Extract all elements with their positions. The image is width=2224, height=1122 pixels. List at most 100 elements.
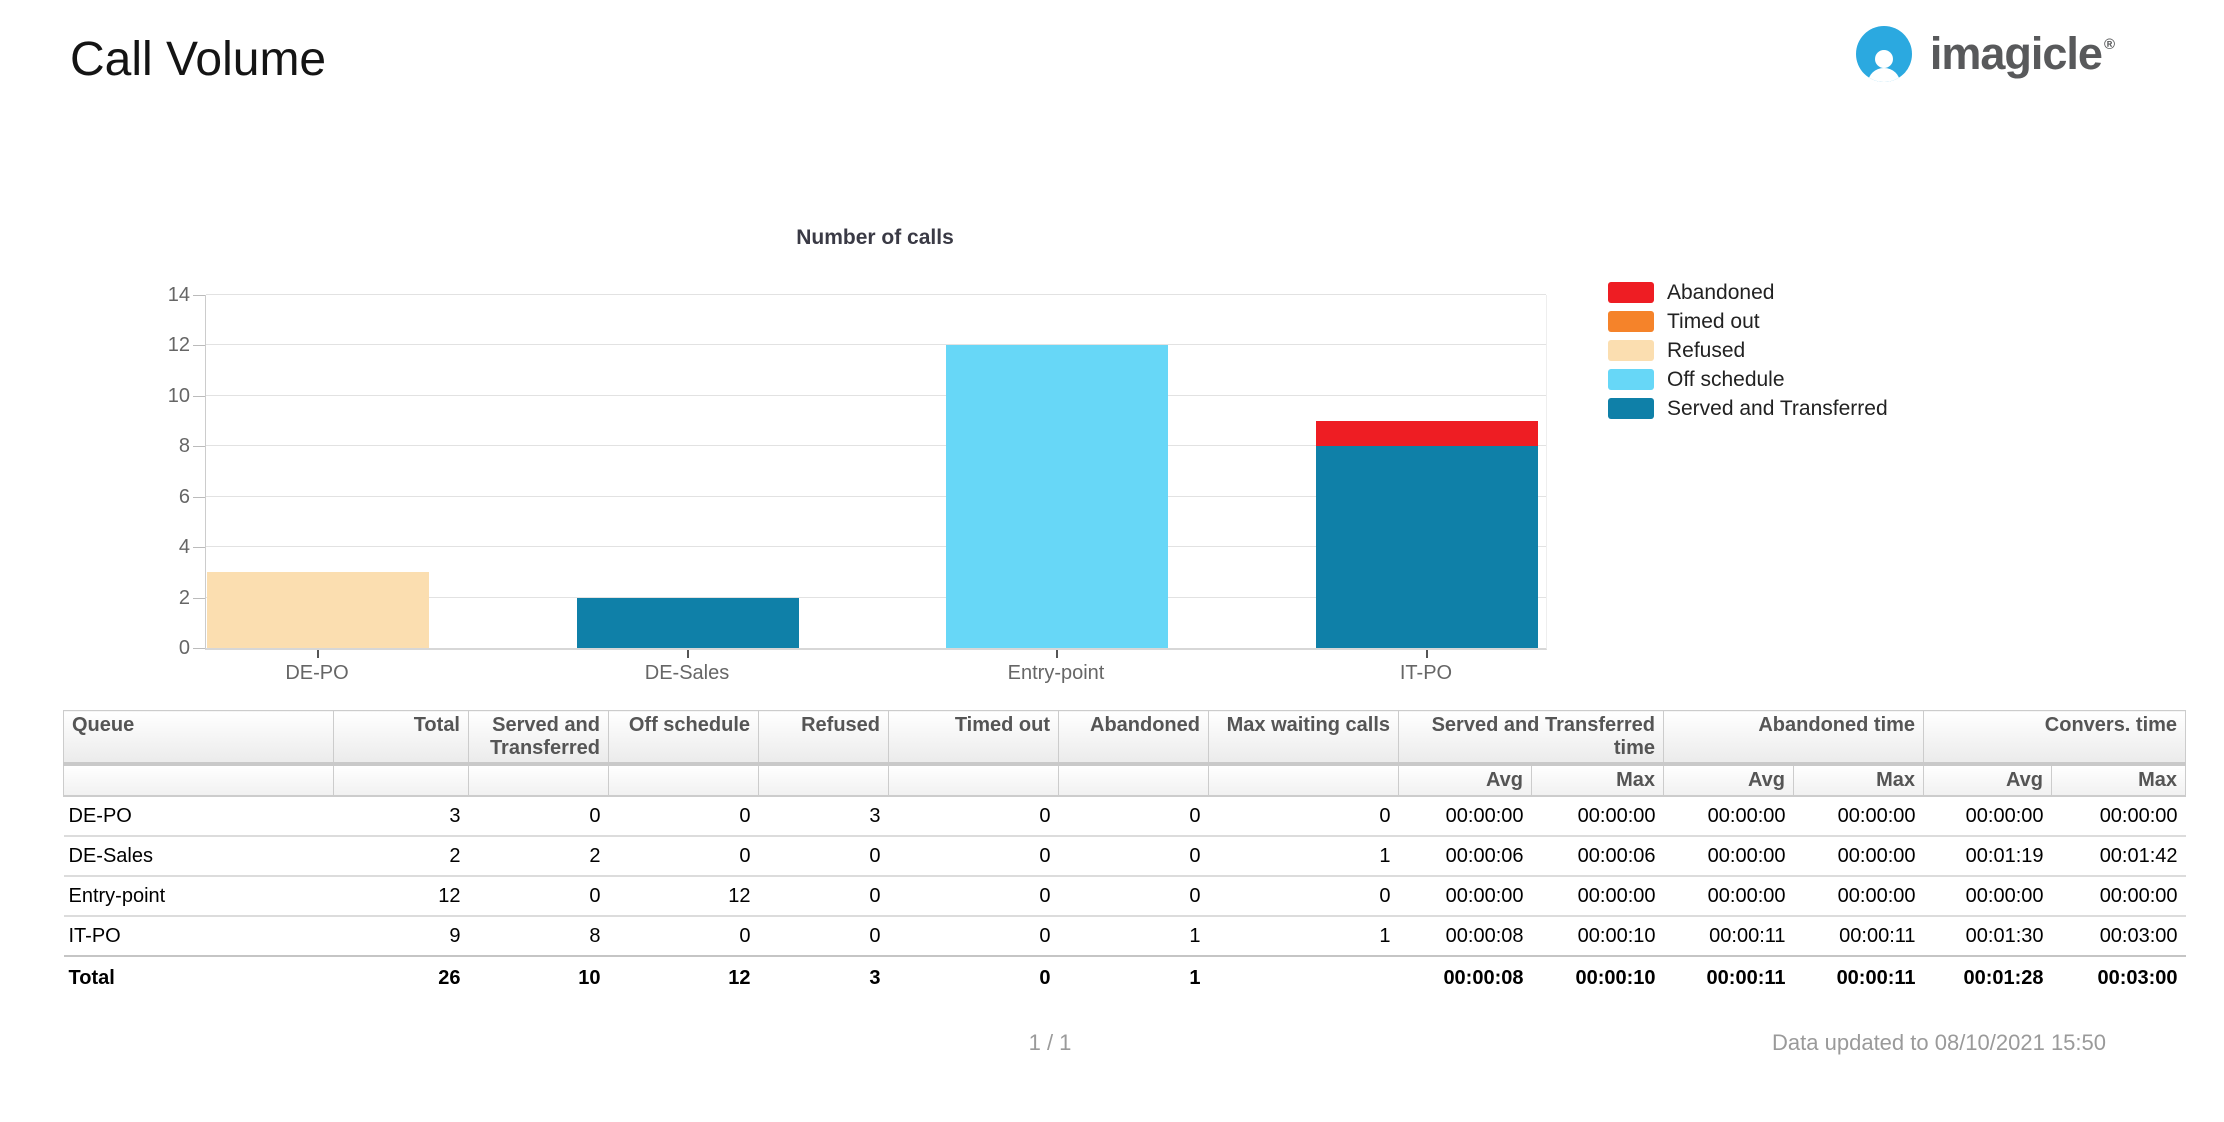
value-cell: 00:00:00 [1663,835,1794,876]
number-of-calls-chart: Number of calls 0 2 4 6 8 10 12 14 DE-PO DE-Sale… [167,226,1888,684]
value-cell: 0 [758,875,889,916]
col-group-served-time: Served and Transferred time [1397,710,1665,766]
value-cell: 00:00:00 [1663,796,1794,836]
value-cell: 00:01:30 [1923,915,2052,956]
y-tick-mark [193,295,205,296]
value-cell: 0 [1208,796,1399,836]
gridline [206,344,1546,346]
y-tick-label: 0 [178,637,190,659]
plot-area [205,294,1547,650]
value-cell: 00:00:00 [2051,875,2186,916]
table-header-row: Queue Total Served and Transferred Off s… [63,710,2187,766]
value-cell: 3 [333,796,469,836]
value-cell: 26 [333,955,469,999]
imagicle-person-icon [1855,26,1912,82]
value-cell: 00:00:00 [1923,875,2052,916]
legend-item: Off schedule [1608,368,1888,391]
bar-it-po-served-and-transferred [1316,446,1538,648]
value-cell: 00:00:00 [1398,875,1532,916]
y-tick-label: 2 [178,586,190,609]
col-served: Served and Transferred [468,710,609,766]
legend-item: Abandoned [1608,281,1888,304]
value-cell: 00:01:42 [2051,835,2186,876]
x-tick-mark [317,650,319,658]
value-cell: 00:01:28 [1923,955,2052,999]
value-cell: 1 [1058,915,1209,956]
table-total-row: Total 26 10 12 3 0 1 00:00:08 00:00:10 00:00:11 00… [63,955,2186,999]
value-cell: 00:00:10 [1531,955,1664,999]
value-cell: 0 [888,915,1059,956]
col-group-abandoned-time: Abandoned time [1663,710,1925,766]
y-tick-label: 8 [178,435,190,458]
subcol-avg: Avg [1398,763,1532,797]
queue-name-cell: Entry-point [63,875,334,916]
value-cell: 0 [608,796,759,836]
value-cell: 0 [468,796,609,836]
value-cell: 00:03:00 [2051,955,2186,999]
value-cell: 2 [333,835,469,876]
y-tick-label: 4 [178,536,190,559]
queue-statistics-table: Queue Total Served and Transferred Off s… [63,710,2187,999]
y-tick-mark [193,547,205,549]
x-tick-mark [1426,650,1428,658]
value-cell: 0 [608,915,759,956]
col-timed-out: Timed out [888,710,1059,766]
gridline [206,495,1546,497]
table-row: DE-Sales 2 2 0 0 0 0 1 00:00:06 00:00:06 00:00:00 0… [63,835,2186,876]
value-cell: 0 [758,835,889,876]
legend-label: Refused [1667,338,1746,362]
value-cell: 00:00:11 [1793,915,1924,956]
x-tick-mark [1056,650,1058,658]
queue-name-cell: DE-PO [63,796,334,836]
value-cell: 12 [608,875,759,916]
value-cell: 00:00:06 [1398,835,1532,876]
value-cell: 00:00:11 [1793,955,1924,999]
value-cell: 00:00:00 [1663,875,1794,916]
value-cell: 0 [1208,875,1399,916]
gridline [206,445,1546,447]
queue-name-cell: Total [63,955,334,999]
y-tick-label: 6 [178,485,190,508]
value-cell: 0 [1058,835,1209,876]
value-cell: 8 [468,915,609,956]
gridline [206,596,1546,598]
value-cell: 0 [1058,875,1209,916]
legend-swatch-refused [1608,340,1654,361]
value-cell: 1 [1208,915,1399,956]
value-cell: 00:00:00 [1793,835,1924,876]
value-cell: 1 [1058,955,1209,999]
gridline [206,294,1546,295]
x-category-label: DE-PO [285,662,349,684]
value-cell: 0 [888,875,1059,916]
y-tick-mark [193,395,205,397]
legend-item: Timed out [1608,310,1888,333]
value-cell: 0 [1058,796,1209,836]
y-tick-mark [193,446,205,448]
value-cell: 00:00:00 [2051,796,2186,836]
value-cell: 0 [888,955,1059,999]
legend-swatch-served-and-transferred [1608,398,1654,419]
x-tick-mark [687,650,689,658]
table-row: DE-PO 3 0 0 3 0 0 0 00:00:00 00:00:00 00:00:00 00:0… [63,796,2186,836]
registered-mark: ® [2103,36,2115,53]
y-tick-mark [193,597,205,599]
x-category-label: Entry-point [1007,662,1105,684]
value-cell: 12 [608,955,759,999]
y-tick-mark [193,648,205,649]
col-group-convers-time: Convers. time [1923,710,2187,766]
value-cell: 00:00:00 [1531,796,1664,836]
y-tick-mark [193,345,205,347]
col-refused: Refused [758,710,889,766]
value-cell: 00:00:06 [1531,835,1664,876]
chart-title: Number of calls [796,226,954,249]
value-cell: 9 [333,915,469,956]
y-tick-mark [193,496,205,498]
value-cell: 3 [758,796,889,836]
imagicle-logo: imagicle ® [1855,26,2115,82]
page-indicator: 1 / 1 [1028,1030,1072,1055]
value-cell: 10 [468,955,609,999]
legend-item: Served and Transferred [1608,397,1888,420]
y-tick-label: 12 [167,334,190,357]
x-category-label: IT-PO [1399,662,1453,684]
